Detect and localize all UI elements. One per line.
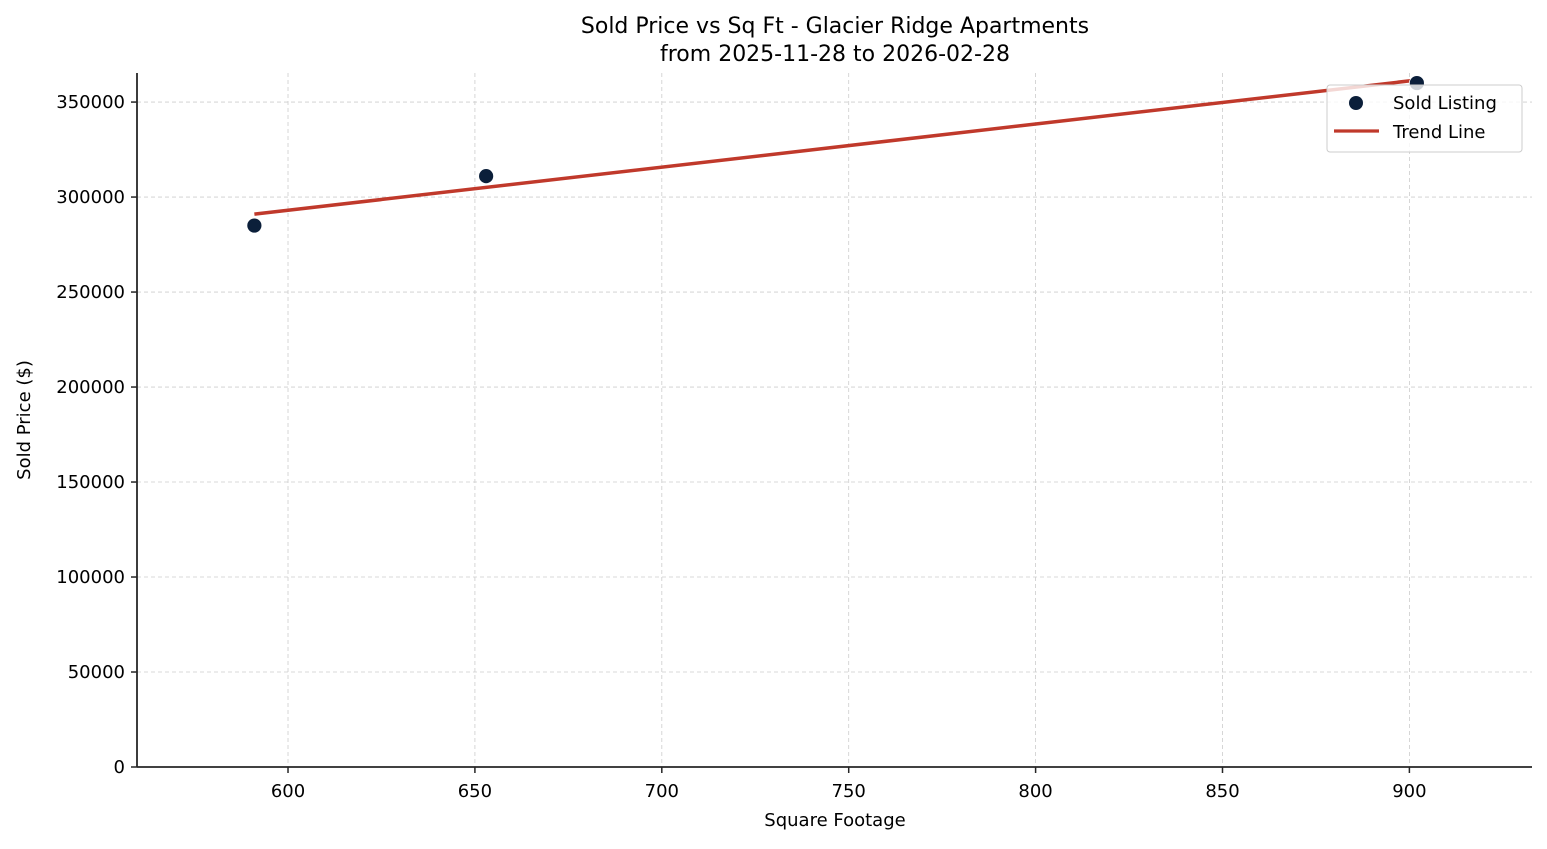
y-tick-label: 250000 bbox=[56, 282, 125, 303]
y-tick-label: 350000 bbox=[56, 92, 125, 113]
y-tick-label: 0 bbox=[114, 757, 125, 778]
trend-line-path bbox=[254, 78, 1418, 216]
chart-subtitle: from 2025-11-28 to 2026-02-28 bbox=[660, 42, 1010, 67]
sold-listing-point bbox=[478, 168, 495, 185]
x-tick-label: 650 bbox=[458, 781, 492, 802]
y-tick-label: 100000 bbox=[56, 567, 125, 588]
y-tick-label: 300000 bbox=[56, 187, 125, 208]
legend-box bbox=[1326, 84, 1523, 153]
x-tick-label: 600 bbox=[271, 781, 305, 802]
x-tick-label: 800 bbox=[1018, 781, 1052, 802]
chart-title: Sold Price vs Sq Ft - Glacier Ridge Apar… bbox=[581, 14, 1089, 39]
x-tick-label: 850 bbox=[1205, 781, 1239, 802]
y-axis-label: Sold Price ($) bbox=[14, 360, 35, 480]
sold-listing-point bbox=[246, 217, 263, 234]
x-axis-ticks: 600 650 700 750 800 850 900 bbox=[271, 767, 1427, 802]
x-tick-label: 900 bbox=[1392, 781, 1426, 802]
y-axis-ticks: 0 50000 100000 150000 200000 250000 300000 3500… bbox=[56, 92, 137, 778]
legend-marker-sold-listing-icon bbox=[1349, 96, 1363, 110]
y-tick-label: 200000 bbox=[56, 377, 125, 398]
legend: Sold Listing Trend Line bbox=[1326, 84, 1523, 153]
grid-lines bbox=[137, 73, 1532, 768]
x-axis-label: Square Footage bbox=[764, 810, 905, 831]
y-tick-label: 150000 bbox=[56, 472, 125, 493]
x-tick-label: 750 bbox=[832, 781, 866, 802]
y-tick-label: 50000 bbox=[68, 662, 125, 683]
legend-label-sold-listing: Sold Listing bbox=[1393, 93, 1497, 114]
x-tick-label: 700 bbox=[645, 781, 679, 802]
legend-label-trend-line: Trend Line bbox=[1392, 122, 1486, 143]
trend-line bbox=[254, 78, 1418, 216]
